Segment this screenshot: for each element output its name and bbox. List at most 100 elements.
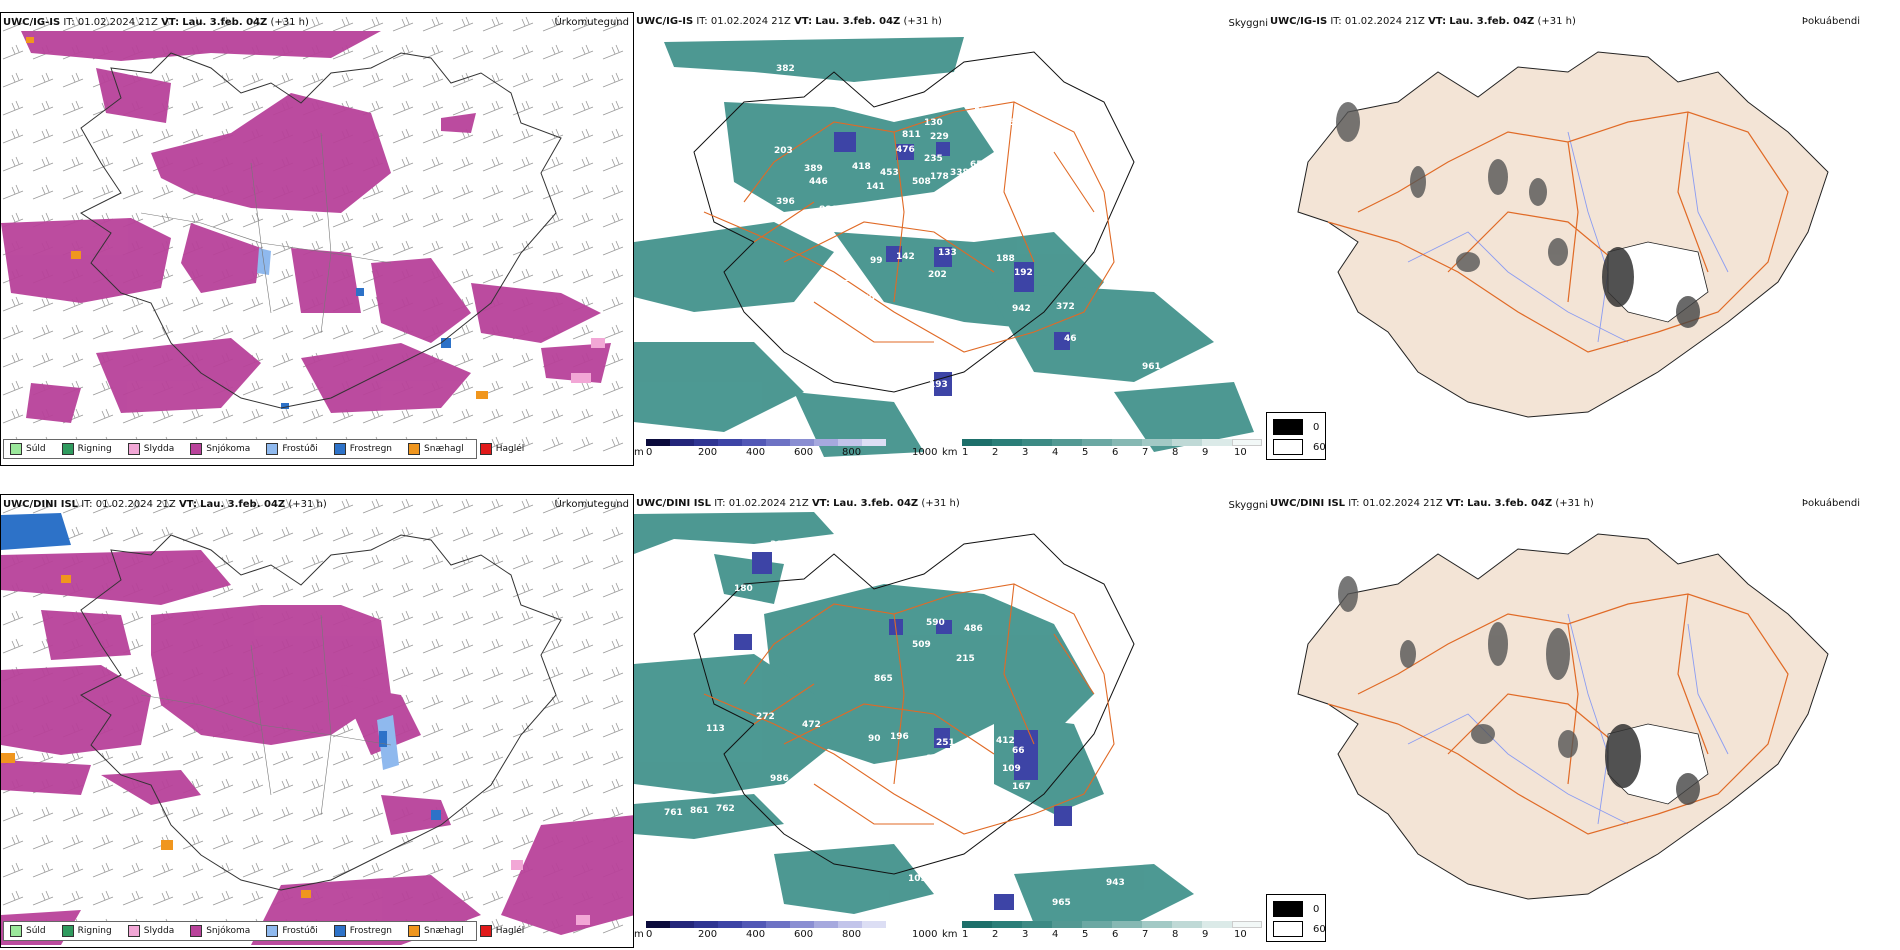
vis-value-label: 446 [809, 177, 828, 187]
colorbar-tick: 7 [1142, 447, 1149, 458]
colorbar-segment [646, 921, 670, 928]
vis-value-label: 109 [1002, 764, 1021, 774]
panel-title: Skyggni [1228, 500, 1268, 511]
colorbar-tick: 3 [1022, 929, 1029, 940]
colorbar-tick: 0 [646, 447, 653, 458]
colorbar-segment [742, 921, 766, 928]
vis-value-label: 609 [638, 327, 657, 337]
vis-value-label: 141 [866, 182, 885, 192]
colorbar-unit: m [634, 929, 644, 940]
colorbar-unit: km [942, 447, 958, 458]
panel-title: Skyggni [1228, 18, 1268, 29]
colorbar-tick: 1 [962, 929, 969, 940]
colorbar-tick: 3 [1022, 447, 1029, 458]
colorbar-segment [1202, 439, 1232, 446]
fog-map [1297, 533, 1829, 900]
colorbar-tick: 4 [1052, 447, 1059, 458]
colorbar-unit: m [634, 447, 644, 458]
vis-value-label: 880 [819, 205, 838, 215]
vis-value-label: 865 [874, 674, 893, 684]
vis-value-label: 272 [756, 712, 775, 722]
legend-swatch [408, 443, 421, 455]
vis-value-label: 590 [926, 618, 945, 628]
colorbar-segment [742, 439, 766, 446]
colorbar-tick: 2 [992, 929, 999, 940]
legend-item: Snjókoma [190, 443, 250, 455]
panel-title: Þokuábendi [1801, 16, 1860, 27]
panel-header: UWC/IG-IS IT: 01.02.2024 21Z VT: Lau. 3.… [636, 16, 942, 27]
colorbar-tick: 800 [842, 929, 862, 940]
vis-value-label: 170 [856, 294, 875, 304]
colorbar-segment [670, 439, 694, 446]
legend-item: Rigning [61, 925, 112, 937]
legend-item: Frostregn [333, 443, 392, 455]
colorbar-tick: 10 [1234, 929, 1247, 940]
panel-title: Þokuábendi [1801, 498, 1860, 509]
vis-value-label: 338 [950, 168, 969, 178]
colorbar-tick: 9 [1202, 929, 1209, 940]
fog-map [1297, 51, 1829, 418]
colorbar-segment [1172, 439, 1202, 446]
colorbar-segment [1112, 921, 1142, 928]
vis-value-label: 986 [770, 774, 789, 784]
legend-item: Rigning [61, 443, 112, 455]
colorbar-tick: 600 [794, 447, 814, 458]
vis-value-label: 943 [1106, 878, 1125, 888]
vis-value-label: 575 [974, 107, 993, 117]
colorbar-segment [766, 439, 790, 446]
legend-swatch [10, 925, 22, 937]
precip-map [1, 495, 633, 947]
legend-swatch [190, 925, 203, 937]
colorbar-segment [1202, 921, 1232, 928]
legend-swatch [479, 443, 492, 455]
colorbar-tick: 200 [698, 447, 718, 458]
legend-item: Snjókoma [190, 925, 250, 937]
legend-item: Frostregn [333, 925, 392, 937]
precip-type-panel-top: UWC/IG-IS IT: 01.02.2024 21Z VT: Lau. 3.… [0, 12, 634, 466]
vis-value-label: 196 [890, 732, 909, 742]
vis-value-label: 192 [1014, 268, 1033, 278]
visibility-map [634, 37, 1254, 457]
vis-value-label: 472 [802, 720, 821, 730]
vis-value-label: 154 [926, 754, 945, 764]
legend-swatch [333, 925, 346, 937]
precip-legend: Súld Rigning Slydda Snjókoma Frostúði Fr… [3, 921, 524, 941]
vis-value-label: 389 [804, 164, 823, 174]
colorbar-tick: 10 [1234, 447, 1247, 458]
vis-value-label: 235 [924, 154, 943, 164]
colorbar-segment [1142, 439, 1172, 446]
vis-value-label: 412 [996, 736, 1015, 746]
colorbar-tick: 1000 [912, 447, 938, 458]
fog-swatch-white [1273, 439, 1303, 455]
vis-value-label: 762 [716, 804, 735, 814]
colorbar-segment [718, 439, 742, 446]
colorbar-tick: 4 [1052, 929, 1059, 940]
legend-swatch [266, 443, 279, 455]
vis-value-label: 229 [930, 132, 949, 142]
vis-value-label: 203 [774, 146, 793, 156]
colorbar-segment [646, 439, 670, 446]
vis-value-label: 654 [970, 160, 989, 170]
vis-value-label: 942 [1012, 304, 1031, 314]
colorbar-segment [1052, 921, 1082, 928]
colorbar-tick: 9 [1202, 447, 1209, 458]
colorbar-segment [670, 921, 694, 928]
fog-swatch-black [1273, 419, 1303, 435]
colorbar-tick: 400 [746, 929, 766, 940]
colorbar-segment [992, 921, 1022, 928]
colorbar-tick: 6 [1112, 447, 1119, 458]
colorbar-segment [694, 439, 718, 446]
colorbar-segment [1232, 921, 1262, 928]
colorbar-segment [1022, 439, 1052, 446]
legend-item: Haglél [479, 925, 524, 937]
colorbar-tick: 8 [1172, 447, 1179, 458]
legend-item: Haglél [479, 443, 524, 455]
vis-value-label: 22 [856, 776, 869, 786]
colorbar-segment [718, 921, 742, 928]
visibility-panel-bottom: UWC/DINI ISL IT: 01.02.2024 21Z VT: Lau.… [634, 494, 1268, 948]
legend-item: Slydda [127, 925, 174, 937]
panel-title: Úrkomutegund [554, 499, 629, 510]
panel-header: UWC/IG-IS IT: 01.02.2024 21Z VT: Lau. 3.… [3, 17, 309, 28]
colorbar-tick: 5 [1082, 929, 1089, 940]
vis-value-label: 372 [1056, 302, 1075, 312]
